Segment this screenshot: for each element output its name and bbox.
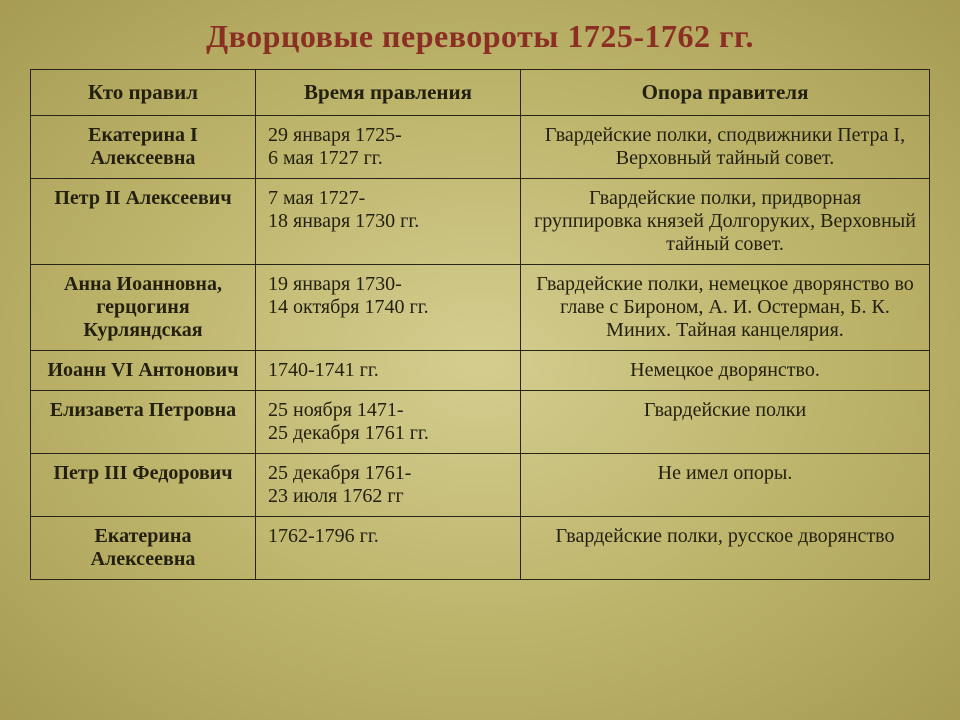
cell-period: 25 декабря 1761- 23 июля 1762 гг: [256, 454, 521, 517]
col-header-ruler: Кто правил: [31, 70, 256, 116]
cell-ruler: Петр II Алексеевич: [31, 179, 256, 265]
cell-support: Гвардейские полки, сподвижники Петра I, …: [521, 116, 930, 179]
period-line1: 29 января 1725-: [268, 124, 402, 146]
cell-support: Гвардейские полки: [521, 391, 930, 454]
period-line2: 18 января 1730 гг.: [268, 210, 508, 233]
table-row: Екатерина Алексеевна 1762-1796 гг. Гвард…: [31, 517, 930, 580]
period-line1: 7 мая 1727-: [268, 187, 365, 209]
table-row: Елизавета Петровна 25 ноября 1471- 25 де…: [31, 391, 930, 454]
cell-support: Не имел опоры.: [521, 454, 930, 517]
cell-ruler: Екатерина Алексеевна: [31, 517, 256, 580]
period-line2: 25 декабря 1761 гг.: [268, 422, 508, 445]
table-row: Петр III Федорович 25 декабря 1761- 23 и…: [31, 454, 930, 517]
table-header-row: Кто правил Время правления Опора правите…: [31, 70, 930, 116]
period-line1: 1740-1741 гг.: [268, 359, 379, 381]
cell-support: Немецкое дворянство.: [521, 351, 930, 391]
cell-period: 7 мая 1727- 18 января 1730 гг.: [256, 179, 521, 265]
period-line2: 6 мая 1727 гг.: [268, 147, 508, 170]
table-row: Анна Иоанновна, герцогиня Курляндская 19…: [31, 265, 930, 351]
period-line2: 23 июля 1762 гг: [268, 485, 508, 508]
cell-ruler: Екатерина I Алексеевна: [31, 116, 256, 179]
table-row: Иоанн VI Антонович 1740-1741 гг. Немецко…: [31, 351, 930, 391]
cell-ruler: Елизавета Петровна: [31, 391, 256, 454]
period-line1: 25 декабря 1761-: [268, 462, 411, 484]
cell-ruler: Петр III Федорович: [31, 454, 256, 517]
period-line1: 19 января 1730-: [268, 273, 402, 295]
cell-ruler: Иоанн VI Антонович: [31, 351, 256, 391]
cell-period: 25 ноября 1471- 25 декабря 1761 гг.: [256, 391, 521, 454]
period-line1: 1762-1796 гг.: [268, 525, 379, 547]
cell-period: 19 января 1730- 14 октября 1740 гг.: [256, 265, 521, 351]
period-line2: 14 октября 1740 гг.: [268, 296, 508, 319]
table-row: Петр II Алексеевич 7 мая 1727- 18 января…: [31, 179, 930, 265]
col-header-period: Время правления: [256, 70, 521, 116]
cell-period: 1762-1796 гг.: [256, 517, 521, 580]
cell-support: Гвардейские полки, немецкое дворянство в…: [521, 265, 930, 351]
cell-support: Гвардейские полки, русское дворянство: [521, 517, 930, 580]
cell-period: 1740-1741 гг.: [256, 351, 521, 391]
rulers-table: Кто правил Время правления Опора правите…: [30, 69, 930, 580]
cell-period: 29 января 1725- 6 мая 1727 гг.: [256, 116, 521, 179]
page-title: Дворцовые перевороты 1725-1762 гг.: [30, 18, 930, 55]
cell-ruler: Анна Иоанновна, герцогиня Курляндская: [31, 265, 256, 351]
period-line1: 25 ноября 1471-: [268, 399, 404, 421]
table-row: Екатерина I Алексеевна 29 января 1725- 6…: [31, 116, 930, 179]
col-header-support: Опора правителя: [521, 70, 930, 116]
cell-support: Гвардейские полки, придворная группировк…: [521, 179, 930, 265]
